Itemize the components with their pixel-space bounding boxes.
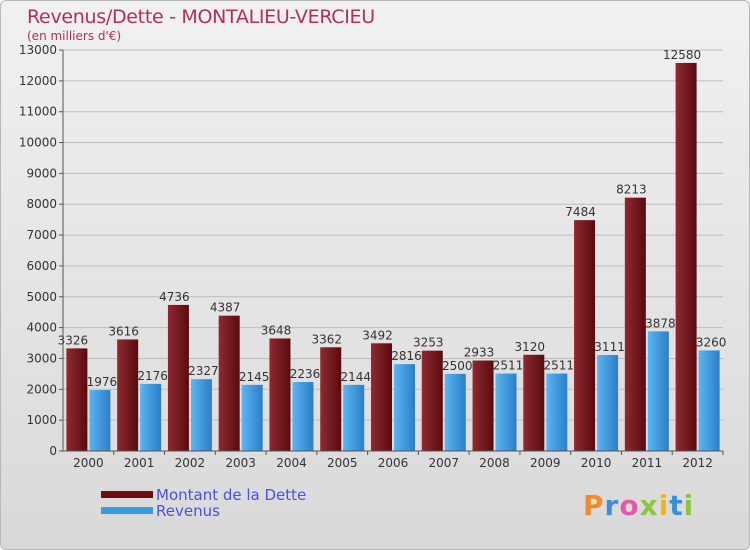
- y-tick-label: 5000: [26, 290, 57, 304]
- data-label-revenus: 1976: [87, 375, 118, 389]
- x-tick-label: 2007: [428, 456, 459, 470]
- data-label-debt: 3492: [362, 328, 393, 342]
- bar-debt: [167, 304, 189, 451]
- logo-letter: r: [604, 489, 620, 522]
- x-tick-label: 2012: [682, 456, 713, 470]
- y-tick-label: 0: [49, 444, 57, 458]
- chart-title: Revenus/Dette - MONTALIEU-VERCIEU: [27, 6, 375, 28]
- data-label-debt: 4387: [210, 301, 241, 315]
- data-label-revenus: 2327: [188, 364, 219, 378]
- data-label-revenus: 2511: [493, 359, 524, 373]
- x-tick-label: 2011: [632, 456, 663, 470]
- bar-debt: [66, 348, 88, 451]
- bar-revenus: [444, 373, 466, 451]
- logo-letter: x: [639, 489, 659, 522]
- data-label-revenus: 2816: [391, 349, 422, 363]
- data-label-debt: 3120: [515, 340, 546, 354]
- data-label-revenus: 2145: [239, 370, 270, 384]
- bar-revenus: [140, 383, 162, 451]
- proxiti-logo: Proxiti: [583, 489, 694, 522]
- data-label-debt: 12580: [663, 48, 701, 62]
- data-label-revenus: 2176: [137, 369, 168, 383]
- data-label-debt: 3616: [108, 324, 139, 338]
- x-tick-label: 2008: [479, 456, 510, 470]
- data-label-debt: 4736: [159, 290, 190, 304]
- logo-letter: i: [658, 489, 670, 522]
- y-tick-label: 3000: [26, 351, 57, 365]
- data-label-revenus: 3111: [594, 340, 625, 354]
- legend-swatch-revenus: [101, 507, 153, 514]
- logo-letter: P: [583, 489, 605, 522]
- y-tick-label: 13000: [19, 43, 57, 57]
- bar-debt: [218, 315, 240, 451]
- data-label-revenus: 3878: [645, 316, 676, 330]
- chart-subtitle: (en milliers d'€): [27, 29, 122, 43]
- y-tick-label: 11000: [19, 105, 57, 119]
- data-label-revenus: 2511: [544, 359, 575, 373]
- bar-debt: [269, 338, 291, 451]
- bar-revenus: [647, 331, 669, 451]
- data-label-revenus: 2144: [340, 370, 371, 384]
- x-tick-label: 2003: [225, 456, 256, 470]
- legend-label-debt: Montant de la Dette: [156, 486, 307, 504]
- bar-debt: [117, 339, 139, 451]
- y-tick-label: 1000: [26, 413, 57, 427]
- data-label-revenus: 3260: [696, 335, 727, 349]
- logo-letter: i: [683, 489, 695, 522]
- bar-revenus: [495, 373, 517, 451]
- data-label-debt: 3253: [413, 336, 444, 350]
- data-label-debt: 3362: [311, 332, 342, 346]
- y-tick-label: 8000: [26, 197, 57, 211]
- bar-debt: [472, 360, 494, 451]
- x-tick-label: 2000: [73, 456, 104, 470]
- bar-revenus: [546, 373, 568, 451]
- x-tick-label: 2002: [175, 456, 206, 470]
- bar-debt: [624, 197, 646, 451]
- x-tick-label: 2005: [327, 456, 358, 470]
- y-tick-label: 2000: [26, 382, 57, 396]
- y-tick-label: 7000: [26, 228, 57, 242]
- data-label-revenus: 2500: [442, 359, 473, 373]
- bar-revenus: [190, 379, 212, 451]
- legend-label-revenus: Revenus: [156, 502, 220, 520]
- bar-revenus: [698, 350, 720, 451]
- x-tick-label: 2001: [124, 456, 155, 470]
- x-tick-label: 2004: [276, 456, 307, 470]
- y-tick-label: 10000: [19, 136, 57, 150]
- bar-revenus: [394, 364, 415, 451]
- x-tick-label: 2006: [378, 456, 409, 470]
- data-label-debt: 8213: [616, 183, 647, 197]
- logo-letter: t: [669, 489, 684, 522]
- y-tick-label: 12000: [19, 74, 57, 88]
- bar-debt: [421, 350, 443, 451]
- bar-debt: [371, 343, 392, 451]
- bar-revenus: [89, 390, 111, 451]
- bar-revenus: [292, 382, 314, 451]
- bar-revenus: [343, 384, 365, 451]
- bar-debt: [523, 354, 545, 451]
- bar-debt: [574, 220, 596, 451]
- y-tick-label: 4000: [26, 321, 57, 335]
- x-tick-label: 2010: [581, 456, 612, 470]
- data-label-debt: 2933: [464, 346, 495, 360]
- logo-letter: o: [619, 489, 640, 522]
- y-tick-label: 6000: [26, 259, 57, 273]
- bar-debt: [675, 62, 697, 451]
- data-label-debt: 7484: [565, 205, 596, 219]
- y-tick-label: 9000: [26, 166, 57, 180]
- bar-revenus: [241, 384, 263, 451]
- data-label-debt: 3326: [58, 333, 89, 347]
- bar-revenus: [597, 355, 619, 451]
- x-tick-label: 2009: [530, 456, 561, 470]
- data-label-debt: 3648: [261, 323, 292, 337]
- data-label-revenus: 2236: [290, 367, 321, 381]
- bar-debt: [320, 347, 342, 451]
- legend-swatch-debt: [101, 491, 153, 498]
